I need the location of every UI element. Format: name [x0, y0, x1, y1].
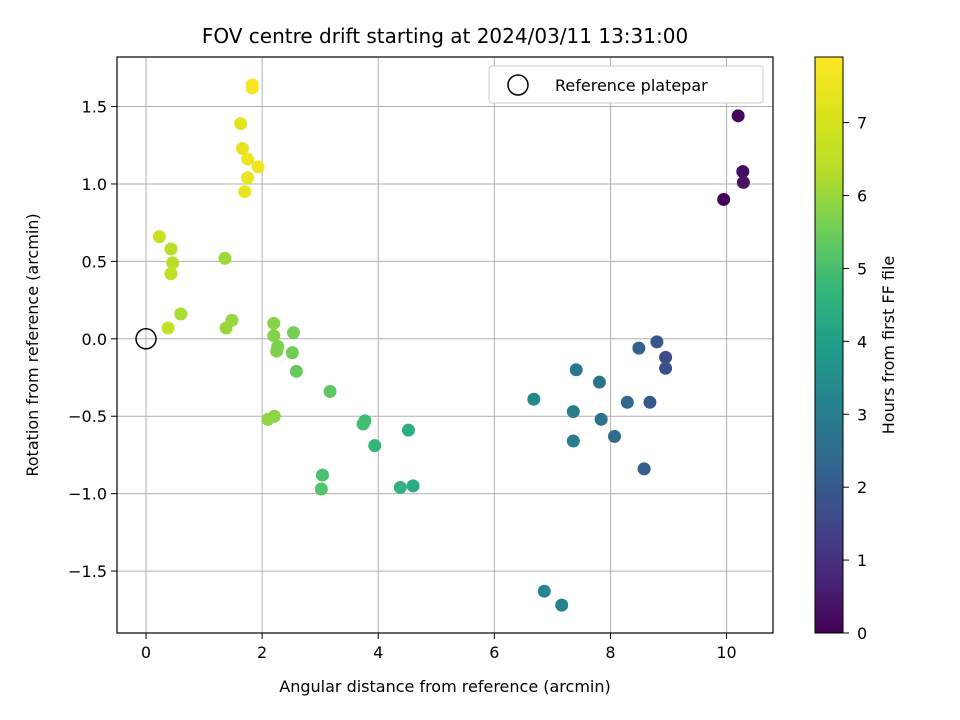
colorbar-gradient — [814, 56, 844, 634]
data-point — [166, 256, 180, 270]
data-point — [164, 267, 178, 281]
colorbar-tick-label: 0 — [857, 624, 867, 643]
data-point — [401, 423, 415, 437]
data-point — [608, 429, 622, 443]
colorbar-tick-label: 5 — [857, 259, 867, 278]
y-tick-label: 0.5 — [82, 252, 107, 271]
data-point — [643, 395, 657, 409]
data-point — [314, 482, 328, 496]
data-points — [152, 78, 750, 612]
colorbar-tick-label: 7 — [857, 114, 867, 133]
data-point — [218, 251, 232, 265]
data-point — [235, 141, 249, 155]
data-point — [393, 480, 407, 494]
x-tick-label: 8 — [605, 643, 615, 662]
grid-lines — [117, 57, 773, 633]
y-axis-label: Rotation from reference (arcmin) — [23, 213, 42, 476]
data-point — [736, 175, 750, 189]
data-point — [241, 171, 255, 185]
y-tick-label: −1.0 — [68, 485, 107, 504]
data-point — [650, 335, 664, 349]
data-point — [161, 321, 175, 335]
data-point — [285, 346, 299, 360]
data-point — [736, 165, 750, 179]
data-point — [592, 375, 606, 389]
data-point — [251, 160, 265, 174]
data-point — [234, 117, 248, 131]
data-point — [659, 361, 673, 375]
x-tick-label: 4 — [373, 643, 383, 662]
data-point — [594, 412, 608, 426]
legend-box — [488, 65, 764, 104]
data-point — [164, 242, 178, 256]
y-axis-ticks: −1.5 −1.0 −0.5 0.0 0.5 1.0 1.5 — [68, 98, 117, 581]
data-point — [569, 363, 583, 377]
x-tick-label: 6 — [489, 643, 499, 662]
legend: Reference platepar — [488, 65, 764, 104]
data-point — [555, 598, 569, 612]
plot-frame — [116, 56, 774, 634]
data-point — [289, 364, 303, 378]
data-point — [286, 326, 300, 340]
colorbar: 0 1 2 3 4 5 6 7 Hours from first FF file — [814, 56, 898, 643]
data-point — [323, 384, 337, 398]
data-point — [152, 230, 166, 244]
x-axis-ticks: 0 2 4 6 8 10 — [141, 633, 737, 662]
colorbar-tick-label: 2 — [857, 478, 867, 497]
data-point — [267, 316, 281, 330]
colorbar-tick-label: 4 — [857, 332, 867, 351]
data-point — [659, 350, 673, 364]
y-tick-label: 0.0 — [82, 330, 107, 349]
data-point — [245, 78, 259, 92]
data-point — [368, 439, 382, 453]
data-point — [261, 412, 275, 426]
x-axis-label: Angular distance from reference (arcmin) — [279, 677, 610, 696]
data-point — [566, 405, 580, 419]
y-tick-label: 1.5 — [82, 98, 107, 117]
colorbar-tick-label: 6 — [857, 187, 867, 206]
data-point — [267, 329, 281, 343]
data-point — [238, 185, 252, 199]
colorbar-tick-label: 1 — [857, 551, 867, 570]
data-point — [731, 109, 745, 123]
data-point — [637, 462, 651, 476]
legend-marker — [507, 74, 529, 96]
data-point — [270, 344, 284, 358]
data-point — [406, 479, 420, 493]
chart-title: FOV centre drift starting at 2024/03/11 … — [202, 24, 688, 48]
y-tick-label: −0.5 — [68, 407, 107, 426]
y-tick-label: 1.0 — [82, 175, 107, 194]
colorbar-ticks: 0 1 2 3 4 5 6 7 — [843, 114, 867, 643]
data-point — [174, 307, 188, 321]
data-point — [527, 392, 541, 406]
reference-point — [135, 328, 157, 350]
x-tick-label: 10 — [716, 643, 736, 662]
data-point — [219, 321, 233, 335]
y-tick-label: −1.5 — [68, 562, 107, 581]
colorbar-tick-label: 3 — [857, 405, 867, 424]
data-point — [566, 434, 580, 448]
x-tick-label: 0 — [141, 643, 151, 662]
data-point — [620, 395, 634, 409]
x-tick-label: 2 — [257, 643, 267, 662]
data-point — [632, 341, 646, 355]
data-point — [356, 417, 370, 431]
data-point — [316, 468, 330, 482]
data-point — [717, 192, 731, 206]
legend-label: Reference platepar — [555, 76, 708, 95]
data-point — [537, 584, 551, 598]
colorbar-label: Hours from first FF file — [879, 256, 898, 435]
data-point — [241, 152, 255, 166]
